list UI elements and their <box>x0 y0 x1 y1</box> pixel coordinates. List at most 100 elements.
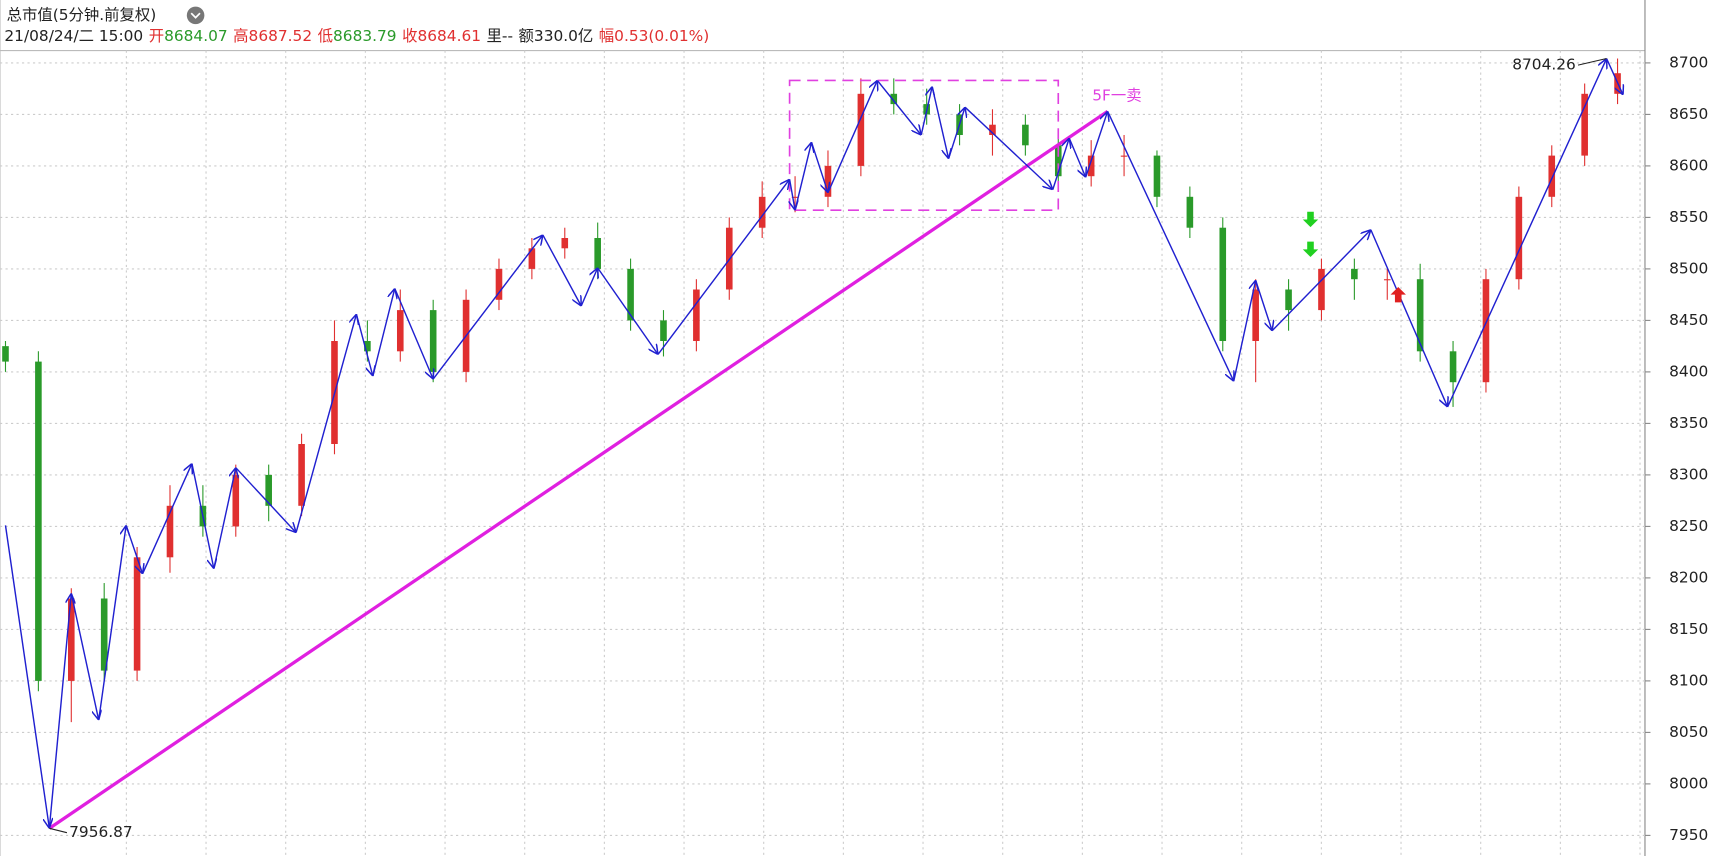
zigzag-segment <box>97 525 126 721</box>
zigzag-segment <box>827 80 877 193</box>
info-item: 8687.52 <box>249 27 313 45</box>
candle-body <box>890 93 898 105</box>
candle-body <box>1054 145 1062 177</box>
zigzag-segment <box>964 106 1053 189</box>
info-item: 0.53(0.01%) <box>614 27 709 45</box>
info-item: 8683.79 <box>333 27 397 45</box>
candle-body <box>1383 279 1391 281</box>
candle-body <box>265 474 272 506</box>
candle-body <box>989 124 996 136</box>
annotation-leader <box>49 827 68 834</box>
info-item: 330.0亿 <box>534 27 593 45</box>
zigzag-segment <box>1233 280 1256 382</box>
y-tick-label: 8100 <box>1669 671 1708 689</box>
y-tick-label: 8300 <box>1669 465 1708 483</box>
info-item: 高 <box>233 27 248 45</box>
candle-body <box>1449 351 1457 383</box>
zigzag-segment <box>1106 111 1234 381</box>
zigzag-segment <box>580 268 597 307</box>
y-tick-label: 8500 <box>1669 259 1708 277</box>
zigzag-segment <box>4 525 49 828</box>
y-tick-label: 8650 <box>1669 105 1708 123</box>
candle-body <box>1482 279 1490 383</box>
candle-body <box>1416 279 1424 352</box>
candle-body <box>528 248 536 269</box>
highlight-box <box>788 79 1060 212</box>
candle-body <box>693 289 700 342</box>
candle-body <box>1120 155 1128 157</box>
zigzag-segment <box>125 525 142 573</box>
grid: 7950 8000 8050 8100 8150 8200 8250 8300 8350 8400… <box>0 50 1708 856</box>
y-tick-label: 8000 <box>1669 774 1708 792</box>
zigzag-segment <box>876 79 921 135</box>
zigzag-segment <box>70 593 98 720</box>
annotation: 7956.87 <box>69 823 133 841</box>
candle-body <box>429 310 437 372</box>
candle-body <box>1548 155 1556 197</box>
zigzag-segment <box>790 179 795 210</box>
zigzag-segment <box>141 464 192 575</box>
zigzag-segment <box>191 463 214 569</box>
annotation: 5F一卖 <box>1092 86 1141 104</box>
signal-arrow <box>1302 211 1319 228</box>
info-item: 幅 <box>599 27 614 45</box>
candle-body <box>1022 124 1029 146</box>
candle-body <box>1581 93 1588 156</box>
plot: 7956.87 8704.26 5F一卖 <box>2 56 1623 841</box>
y-tick-label: 8250 <box>1669 517 1708 535</box>
candle-body <box>232 474 240 527</box>
candle-body <box>1318 268 1325 311</box>
y-tick-label: 8150 <box>1669 620 1708 638</box>
candle-body <box>166 505 174 558</box>
candle-body <box>495 268 503 300</box>
candle-body <box>1515 196 1523 280</box>
y-tick-label: 8700 <box>1669 53 1708 71</box>
candle-body <box>824 165 832 197</box>
zigzag-segment <box>235 467 296 533</box>
candle-body <box>791 196 799 198</box>
candle-body <box>133 557 141 671</box>
zigzag-segment <box>1085 111 1108 178</box>
info-item: 8684.07 <box>164 27 228 45</box>
zigzag-segment <box>542 234 581 306</box>
zigzag-segment <box>1052 138 1069 190</box>
annotation-leader <box>1577 57 1607 66</box>
candle-body <box>1351 268 1358 280</box>
dropdown-chevron <box>190 12 201 19</box>
zigzag-segment <box>597 267 658 355</box>
candle-body <box>1087 155 1095 177</box>
candle-body <box>627 268 634 321</box>
candle-body <box>2 346 9 362</box>
y-tick-label: 8050 <box>1669 723 1708 741</box>
info-item: 收 <box>402 27 417 45</box>
zigzag-segment <box>1068 137 1085 177</box>
candle-body <box>1219 227 1227 342</box>
trend-line <box>48 109 1109 830</box>
zigzag-segment <box>931 86 948 159</box>
zigzag-segment <box>1254 280 1272 330</box>
candle-body <box>660 320 667 342</box>
zigzag-segment <box>1271 230 1371 332</box>
zigzag-segment <box>920 87 932 136</box>
candle-body <box>857 93 865 166</box>
zigzag-segment <box>355 314 372 376</box>
signal-arrow <box>1302 241 1319 258</box>
candle-body <box>100 598 108 671</box>
candle-body <box>298 444 305 506</box>
zigzag-segment <box>794 142 811 211</box>
info-item: 21/08/24/二 15:00 <box>4 27 143 45</box>
candle-body <box>1153 155 1161 197</box>
candle-body <box>1285 289 1292 311</box>
y-tick-label: 8600 <box>1669 156 1708 174</box>
candle-body <box>35 361 42 681</box>
zigzag-segment <box>372 288 395 377</box>
zigzag-segment <box>213 468 236 569</box>
zigzag-segment <box>810 141 828 192</box>
signal-arrow <box>1390 286 1406 303</box>
zigzag-segment <box>48 593 71 829</box>
dropdown-icon[interactable] <box>186 6 205 25</box>
candle-body <box>1186 196 1194 228</box>
zigzag-segment <box>947 107 965 159</box>
zigzag-segment <box>1370 229 1448 407</box>
